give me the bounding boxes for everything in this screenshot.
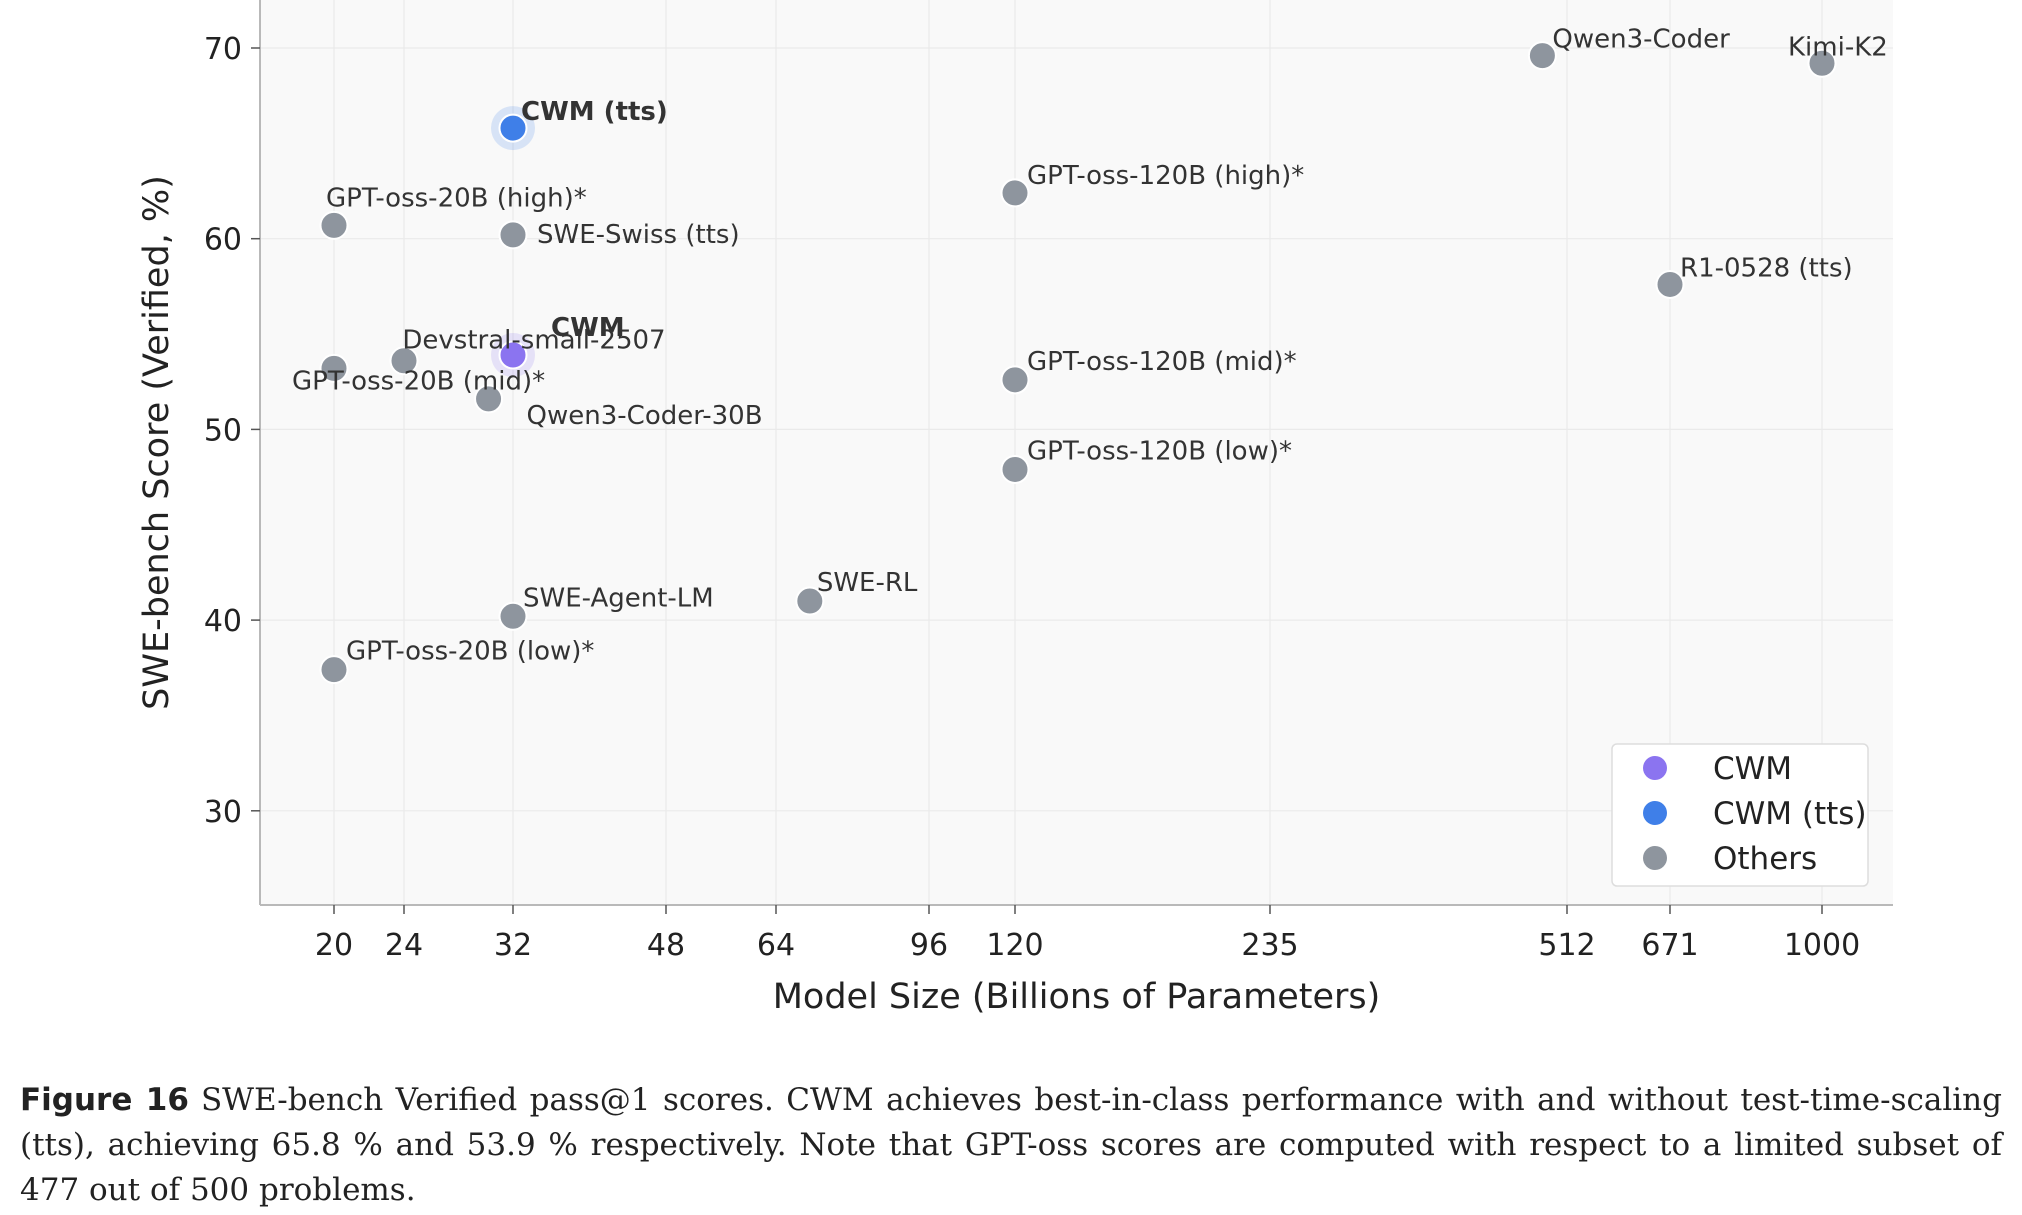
data-point — [1000, 365, 1030, 395]
y-tick-label: 40 — [204, 604, 242, 639]
legend-label: Others — [1713, 841, 1817, 877]
data-points — [319, 41, 1837, 685]
data-point — [498, 113, 528, 143]
point-label: Qwen3-Coder-30B — [527, 401, 763, 431]
x-tick-label: 120 — [986, 928, 1043, 963]
data-point — [498, 601, 528, 631]
point-label: Qwen3-Coder — [1552, 25, 1730, 55]
axes — [259, 0, 1893, 906]
x-tick-label: 235 — [1241, 928, 1298, 963]
scatter-chart: 20 24 32 48 64 96 120 235 512 671 1000 3040506070 … — [137, 0, 1893, 1017]
legend-marker — [1643, 846, 1667, 870]
point-label: R1-0528 (tts) — [1680, 253, 1853, 283]
data-point — [389, 346, 419, 376]
point-label: GPT-oss-120B (mid)* — [1027, 347, 1297, 377]
point-label: SWE-Agent-LM — [523, 583, 714, 613]
data-point — [319, 210, 349, 240]
data-point — [1655, 269, 1685, 299]
x-tick-label: 64 — [757, 928, 795, 963]
point-label: SWE-Swiss (tts) — [537, 220, 740, 250]
legend-label: CWM (tts) — [1713, 796, 1867, 832]
legend-marker — [1643, 756, 1667, 780]
y-tick-label: 30 — [204, 795, 242, 830]
data-point — [319, 353, 349, 383]
x-tick-label: 512 — [1538, 928, 1595, 963]
y-axis-title: SWE-bench Score (Verified, %) — [137, 175, 177, 710]
point-label: GPT-oss-120B (high)* — [1027, 161, 1304, 191]
point-label: GPT-oss-20B (low)* — [346, 637, 594, 667]
point-label: GPT-oss-20B (high)* — [326, 183, 587, 213]
x-axis-title: Model Size (Billions of Parameters) — [773, 977, 1381, 1017]
x-tick-label: 1000 — [1784, 928, 1860, 963]
point-label: GPT-oss-120B (low)* — [1027, 436, 1292, 466]
data-point — [1527, 41, 1557, 71]
point-label: CWM (tts) — [521, 97, 668, 127]
point-label: GPT-oss-20B (mid)* — [292, 366, 545, 396]
point-label: Devstral-small-2507 — [402, 326, 665, 356]
point-label: Kimi-K2 — [1788, 32, 1888, 62]
data-point — [795, 586, 825, 616]
data-point — [319, 655, 349, 685]
point-label: CWM — [551, 313, 625, 343]
x-tick-label: 32 — [494, 928, 532, 963]
x-axis-ticks: 20 24 32 48 64 96 120 235 512 671 1000 — [315, 905, 1860, 963]
caption-text: SWE-bench Verified pass@1 scores. CWM ac… — [20, 1082, 2002, 1208]
y-tick-label: 60 — [204, 223, 242, 258]
data-point — [1000, 454, 1030, 484]
figure-caption: Figure 16 SWE-bench Verified pass@1 score… — [20, 1078, 2002, 1213]
y-tick-label: 70 — [204, 32, 242, 67]
legend-marker — [1643, 801, 1667, 825]
figure-number: Figure 16 — [20, 1082, 189, 1118]
legend-label: CWM — [1713, 751, 1792, 787]
y-tick-label: 50 — [204, 413, 242, 448]
point-labels: Qwen3-Coder Kimi-K2 CWM (tts) GPT-oss-120B … — [292, 25, 1888, 667]
legend: CWM CWM (tts) Others — [1611, 743, 1869, 887]
y-axis-ticks: 30 40 50 60 70 — [204, 32, 260, 830]
point-label: SWE-RL — [817, 568, 918, 598]
x-tick-label: 96 — [910, 928, 948, 963]
data-point — [498, 220, 528, 250]
x-tick-label: 24 — [385, 928, 423, 963]
x-tick-label: 20 — [315, 928, 353, 963]
legend-box — [1611, 743, 1869, 887]
data-point — [1807, 48, 1837, 78]
data-point — [498, 340, 528, 370]
x-tick-label: 671 — [1641, 928, 1698, 963]
data-point — [1000, 178, 1030, 208]
data-point — [474, 384, 504, 414]
x-tick-label: 48 — [647, 928, 685, 963]
